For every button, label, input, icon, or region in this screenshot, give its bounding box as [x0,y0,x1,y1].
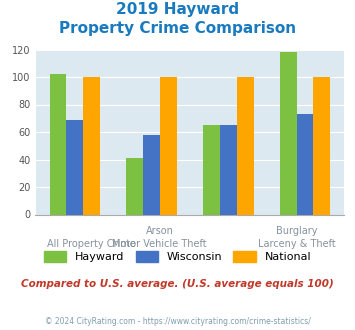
Bar [220,125,237,214]
Bar [50,74,66,215]
Bar [280,52,296,214]
Text: All Property Crime: All Property Crime [47,239,136,249]
Text: Burglary: Burglary [276,226,318,236]
Legend: Hayward, Wisconsin, National: Hayward, Wisconsin, National [39,247,316,267]
Bar [126,158,143,214]
Bar [296,114,313,214]
Bar [83,77,100,214]
Text: © 2024 CityRating.com - https://www.cityrating.com/crime-statistics/: © 2024 CityRating.com - https://www.city… [45,317,310,326]
Text: Arson: Arson [146,226,174,236]
Text: 2019 Hayward: 2019 Hayward [116,2,239,16]
Bar [143,135,160,214]
Text: Compared to U.S. average. (U.S. average equals 100): Compared to U.S. average. (U.S. average … [21,279,334,289]
Bar [313,77,330,214]
Bar [203,125,220,214]
Bar [237,77,253,214]
Text: Larceny & Theft: Larceny & Theft [258,239,336,249]
Text: Property Crime Comparison: Property Crime Comparison [59,21,296,36]
Text: Motor Vehicle Theft: Motor Vehicle Theft [113,239,207,249]
Bar [160,77,177,214]
Bar [66,120,83,214]
